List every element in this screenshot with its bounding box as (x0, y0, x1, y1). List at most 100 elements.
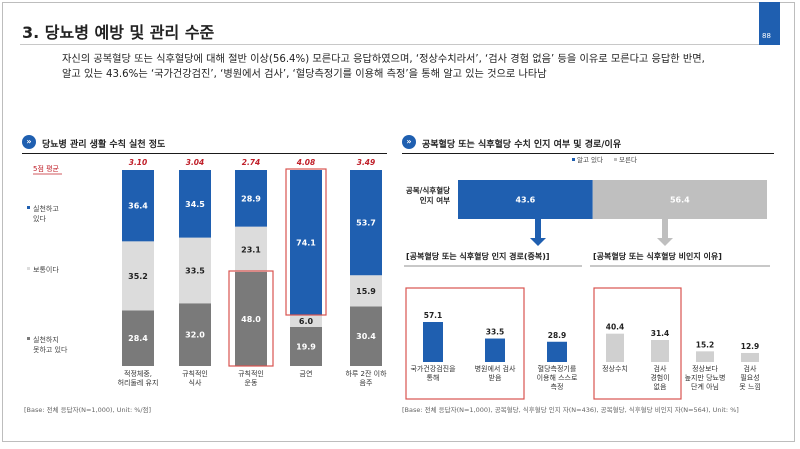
legend-marker (27, 206, 30, 209)
left-base-note: [Base: 전체 응답자(N=1,000), Unit: %/점] (24, 406, 152, 414)
category-label: 검사 필요성 못 느낌 (739, 364, 761, 391)
bar-value-label: 56.4 (670, 196, 690, 205)
summary-line-1: 자신의 공복혈당 또는 식후혈당에 대해 절반 이상(56.4%) 모른다고 응… (62, 54, 705, 65)
category-label: 금연 (300, 370, 313, 378)
page-frame (2, 2, 795, 442)
bar-value-label: 34.5 (185, 200, 205, 209)
legend-label: 모른다 (619, 155, 637, 164)
legend-label: 알고 있다 (577, 155, 603, 164)
down-arrow-icon (530, 219, 546, 246)
score-value: 2.74 (242, 158, 261, 167)
bar-value-label: 15.9 (356, 287, 376, 296)
stacked-bar-segment (290, 315, 322, 327)
legend-marker (572, 158, 575, 161)
bar-value-label: 6.0 (299, 317, 314, 326)
stacked-bar-segment (290, 170, 322, 316)
highlight-box (285, 168, 327, 316)
score-value: 3.49 (357, 158, 376, 167)
category-label: 검사 경험이 없음 (650, 364, 669, 391)
score-value: 4.08 (297, 158, 316, 167)
bar-value-label: 57.1 (424, 311, 443, 320)
legend-marker (27, 337, 30, 340)
bar-value-label: 15.2 (696, 340, 715, 349)
bar-value-label: 40.4 (606, 323, 625, 332)
page-number: 88 (762, 32, 771, 40)
stacked-bar-segment (179, 170, 211, 238)
stacked-bar-segment (235, 170, 267, 227)
bar-unawareness-reason (651, 340, 669, 362)
double-chevron-icon: » (22, 135, 36, 149)
stacked-bar-segment (350, 275, 382, 307)
right-section-divider (402, 153, 774, 154)
bar-value-label: 48.0 (241, 315, 261, 324)
title-divider (20, 44, 762, 45)
category-label: 규칙적인 운동 (238, 369, 264, 387)
stacked-bar-segment (179, 237, 211, 304)
stacked-bar-segment (290, 326, 322, 366)
left-section-divider (22, 153, 387, 154)
category-label: 병원에서 검사 받음 (475, 364, 516, 382)
bar-value-label: 28.9 (241, 194, 261, 203)
stacked-bar-segment (350, 306, 382, 366)
bar-value-label: 43.6 (515, 196, 535, 205)
stacked-bar-segment (458, 180, 593, 219)
category-label: 국가건강검진을 통해 (410, 364, 456, 382)
summary-text: 자신의 공복혈당 또는 식후혈당에 대해 절반 이상(56.4%) 모른다고 응… (62, 52, 762, 82)
sub-chart-title: [공복혈당 또는 식후혈당 인지 경로(중복)] (406, 251, 550, 261)
bar-value-label: 28.9 (548, 331, 567, 340)
bar-awareness-route (547, 341, 567, 362)
score-value: 3.04 (186, 158, 205, 167)
page-title: 3. 당뇨병 예방 및 관리 수준 (22, 23, 215, 42)
stacked-bar-segment (122, 241, 154, 311)
bar-value-label: 30.4 (356, 332, 376, 341)
stacked-bar-segment (350, 170, 382, 276)
right-base-note: [Base: 전체 응답자(N=1,000), 공복혈당, 식후혈당 인지 자(… (402, 406, 739, 414)
bar-unawareness-reason (696, 351, 714, 362)
category-label: 정상보다 높지만 당뇨병 단계 아님 (685, 364, 726, 391)
highlight-box (593, 287, 682, 400)
stacked-bar-segment (235, 226, 267, 272)
highlight-box (405, 287, 525, 400)
score-label: 5점 평균 (33, 164, 60, 173)
bar-value-label: 36.4 (128, 202, 148, 211)
stacked-bar-segment (179, 303, 211, 366)
bar-value-label: 32.0 (185, 331, 205, 340)
bar-value-label: 35.2 (128, 272, 148, 281)
bar-unawareness-reason (606, 333, 624, 362)
bar-value-label: 19.9 (296, 342, 316, 351)
legend-label: 보통이다 (33, 265, 59, 274)
bar-value-label: 33.5 (185, 266, 205, 275)
stacked-bar-segment (235, 271, 267, 366)
bar-value-label: 23.1 (241, 245, 261, 254)
bar-awareness-route (423, 322, 443, 362)
category-label: 하루 2잔 이하 음주 (345, 369, 387, 387)
category-label: 적정체중, 허리둘레 유지 (118, 369, 159, 387)
category-label: 혈당측정기를 이용해 스스로 측정 (537, 364, 578, 391)
stacked-bar-segment (122, 310, 154, 366)
double-chevron-icon: » (402, 135, 416, 149)
sub-chart-title: [공복혈당 또는 식후혈당 비인지 이유] (593, 251, 722, 261)
stacked-bar-segment (592, 180, 767, 219)
bar-value-label: 74.1 (296, 239, 316, 248)
legend-label: 실천하고 있다 (33, 204, 59, 223)
bar-value-label: 53.7 (356, 219, 376, 228)
category-label: 정상수치 (602, 364, 628, 373)
page-number-tab (759, 2, 780, 45)
bar-value-label: 33.5 (486, 328, 505, 337)
down-arrow-icon (657, 219, 673, 246)
category-label: 공복/식후혈당 인지 여부 (406, 185, 450, 205)
bar-awareness-route (485, 338, 505, 362)
bar-value-label: 12.9 (741, 342, 760, 351)
bar-value-label: 31.4 (651, 329, 670, 338)
legend-marker (614, 158, 617, 161)
legend-marker (27, 267, 30, 270)
summary-line-2: 알고 있는 43.6%는 ‘국가건강검진’, ‘병원에서 검사’, ‘혈당측정기… (62, 69, 547, 80)
left-section-title: 당뇨병 관리 생활 수칙 실천 정도 (42, 140, 166, 150)
score-value: 3.10 (129, 158, 148, 167)
category-label: 규칙적인 식사 (182, 369, 208, 387)
stacked-bar-segment (122, 170, 154, 242)
bar-unawareness-reason (741, 352, 759, 362)
highlight-box (228, 270, 274, 367)
